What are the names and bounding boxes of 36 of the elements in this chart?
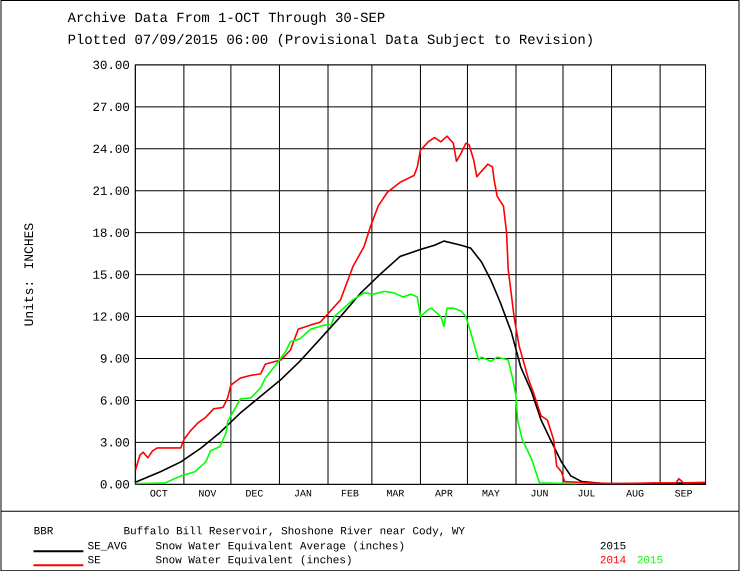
text: 2014: [600, 556, 626, 564]
y-tick-label: 18.00: [93, 228, 130, 237]
x-tick-label: DEC: [246, 490, 263, 496]
x-tick-label: MAY: [482, 490, 500, 496]
x-tick-label: JAN: [294, 490, 312, 496]
y-tick-label: 0.00: [100, 480, 130, 488]
text: BBR: [34, 526, 54, 534]
x-tick-label: JUL: [578, 490, 595, 496]
text: SE: [88, 556, 100, 564]
y-tick-label: 24.00: [93, 144, 130, 153]
y-tick-label: 27.00: [93, 102, 130, 111]
x-tick-label: SEP: [675, 490, 692, 496]
x-tick-label: AUG: [626, 490, 644, 496]
text: Snow Water Equivalent (inches): [156, 555, 351, 566]
y-tick-label: 12.00: [93, 312, 130, 321]
chart-subtitle: Plotted 07/09/2015 06:00 (Provisional Data Subject to Revision): [68, 34, 592, 47]
x-tick-label: FEB: [342, 490, 359, 496]
x-tick-label: APR: [434, 490, 453, 496]
y-tick-label: 15.00: [93, 270, 130, 279]
x-tick-label: OCT: [150, 490, 168, 496]
y-tick-label: 21.00: [93, 186, 130, 195]
line-series: [135, 290, 576, 484]
x-tick-label: MAR: [387, 490, 404, 496]
y-tick-label: 9.00: [100, 354, 130, 363]
x-tick-label: JUN: [531, 490, 548, 496]
text: Buffalo Bill Reservoir, Shoshone River near Cody, WY: [124, 526, 465, 536]
legend-label: SE_AVG: [88, 542, 126, 550]
y-tick-label: 6.00: [100, 396, 130, 405]
y-tick-label: 30.00: [93, 60, 130, 70]
chart-title: Archive Data From 1-OCT Through 30-SEP: [68, 12, 384, 25]
text: 2015: [600, 542, 626, 550]
y-axis-title: Units: INCHES: [24, 223, 34, 326]
x-tick-label: NOV: [199, 490, 216, 496]
text: 2015: [638, 556, 662, 564]
text: Snow Water Equivalent Average (inches): [156, 541, 404, 552]
y-tick-label: 3.00: [100, 438, 130, 447]
